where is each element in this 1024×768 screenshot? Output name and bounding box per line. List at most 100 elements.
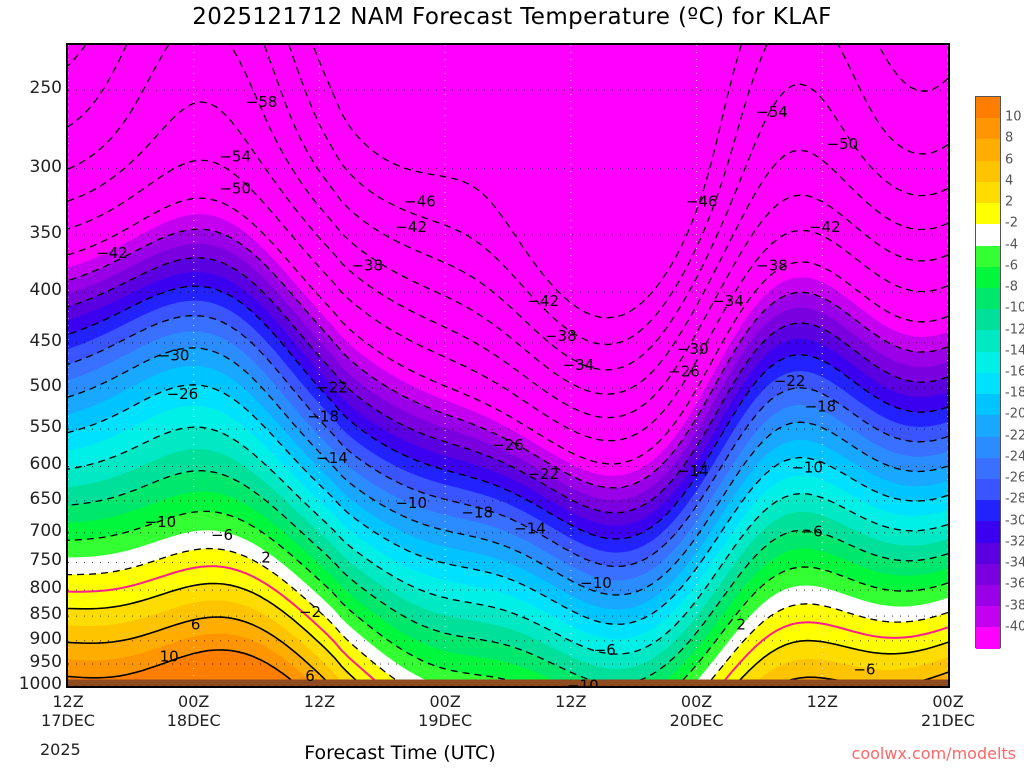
colorbar-tick-label: -36 [1005, 576, 1024, 592]
contour-label: 2 [261, 548, 271, 566]
y-tick-label: 900 [29, 628, 62, 649]
contour-line [288, 45, 768, 346]
contour-label: −14 [316, 449, 348, 467]
contour-label: −18 [461, 503, 493, 521]
colorbar-segment [976, 436, 1000, 458]
contour-label: −6 [594, 641, 616, 659]
x-tick-label: 12Z [555, 692, 587, 711]
contour-canvas: −58 −54 −50 −46 −42 −42 −38 −54 −50 −46 −42 −38 −34−… [68, 45, 948, 686]
colorbar-segment [976, 457, 1000, 479]
y-axis: 250 300 350 400 450 500 550 600 650 700 750 800 850 9… [0, 43, 62, 694]
colorbar-tick-label: -18 [1005, 385, 1024, 401]
x-tick-label: 00Z 20DEC [669, 692, 724, 730]
contour-line [705, 603, 948, 686]
colorbar-segment [976, 309, 1000, 331]
contour-label: −6 [211, 526, 233, 544]
contour-line [230, 45, 948, 395]
contour-label: −10 [145, 513, 177, 531]
contour-line [68, 159, 948, 442]
contour-label: −42 [809, 218, 841, 236]
colorbar-tick-label: -34 [1005, 555, 1024, 571]
y-tick-label: 500 [29, 376, 62, 397]
fill-region [68, 649, 299, 686]
x-axis-year: 2025 [40, 740, 81, 759]
colorbar-tick-label: -32 [1005, 534, 1024, 550]
contour-label: −38 [351, 257, 383, 275]
contour-label: −50 [827, 135, 859, 153]
y-tick-label: 1000 [18, 674, 62, 694]
contour-label: −26 [167, 385, 199, 403]
colorbar-tick-label: -2 [1005, 215, 1018, 231]
contour-label: −6 [853, 660, 875, 678]
contour-label: −2 [299, 603, 321, 621]
contour-label: −22 [527, 465, 559, 483]
colorbar-segment [976, 627, 1000, 649]
contour-label: −22 [774, 372, 806, 390]
colorbar-segment [976, 203, 1000, 225]
colorbar-segment [976, 478, 1000, 501]
contour-line [68, 510, 529, 686]
contour-line [877, 45, 948, 92]
contour-line [68, 347, 948, 596]
colorbar-tick-label: -4 [1005, 237, 1018, 253]
contour-line [68, 45, 128, 128]
y-tick-label: 400 [29, 280, 62, 301]
contour-line [312, 45, 742, 319]
contour-line [68, 384, 948, 625]
colorbar-segment [976, 351, 1000, 373]
colorbar-tick-label: 2 [1005, 194, 1014, 210]
x-tick-label: 12Z 17DEC [41, 692, 95, 730]
colorbar [975, 96, 1001, 649]
colorbar-segment [976, 542, 1000, 564]
colorbar-segment [976, 606, 1000, 628]
y-tick-label: 350 [29, 222, 62, 243]
contour-labels: −58−54−50−46−42−42−38−54−50−46−42−38−34−… [96, 93, 875, 686]
contour-line [68, 45, 87, 67]
colorbar-segment [976, 394, 1000, 416]
colorbar-segment [976, 330, 1000, 352]
freezing-level-line [68, 565, 383, 686]
contour-label: −42 [527, 292, 559, 310]
contour-label: −42 [96, 244, 128, 262]
contour-label: −38 [756, 257, 788, 275]
contour-line [68, 582, 364, 686]
colorbar-tick-label: -20 [1005, 406, 1024, 422]
colorbar-tick-label: -16 [1005, 364, 1024, 380]
y-tick-label: 450 [29, 330, 62, 351]
colorbar-segment [976, 521, 1000, 543]
colorbar-segment [976, 245, 1000, 267]
y-tick-label: 800 [29, 578, 62, 599]
colorbar-segment [976, 266, 1000, 288]
colorbar-tick-label: -40 [1005, 619, 1024, 635]
contour-label: −58 [246, 93, 278, 111]
y-tick-label: 300 [29, 156, 62, 177]
contour-label: −18 [307, 407, 339, 425]
colorbar-segment [976, 287, 1000, 310]
contour-line [68, 649, 300, 686]
colorbar-segment [976, 415, 1000, 437]
x-tick-label: 00Z 21DEC [921, 692, 975, 730]
contour-label: −54 [219, 148, 251, 166]
contour-line [68, 228, 948, 489]
y-tick-label: 650 [29, 488, 62, 509]
contour-label: −42 [395, 218, 427, 236]
contour-line [68, 197, 948, 465]
x-tick-label: 00Z 18DEC [166, 692, 221, 730]
colorbar-tick-label: -38 [1005, 598, 1024, 614]
temperature-contour-plot: −58−54−50−46−42−42−38−54−50−46−42−38−34−… [68, 45, 948, 686]
colorbar-tick-label: 8 [1005, 130, 1014, 146]
contour-line [676, 566, 948, 686]
contour-label: −26 [492, 436, 524, 454]
colorbar-segment [976, 181, 1000, 204]
colorbar-segment [976, 224, 1000, 246]
x-tick-label: 12Z [303, 692, 336, 711]
contour-line [68, 470, 948, 686]
contour-label: −10 [791, 459, 823, 477]
contour-line [837, 45, 948, 155]
contour-line [263, 45, 948, 371]
colorbar-tick-label: -30 [1005, 513, 1024, 529]
colorbar-tick-label: 10 [1005, 109, 1022, 125]
colorbar-segment [976, 585, 1000, 607]
x-tick-label: 00Z 19DEC [418, 692, 473, 730]
